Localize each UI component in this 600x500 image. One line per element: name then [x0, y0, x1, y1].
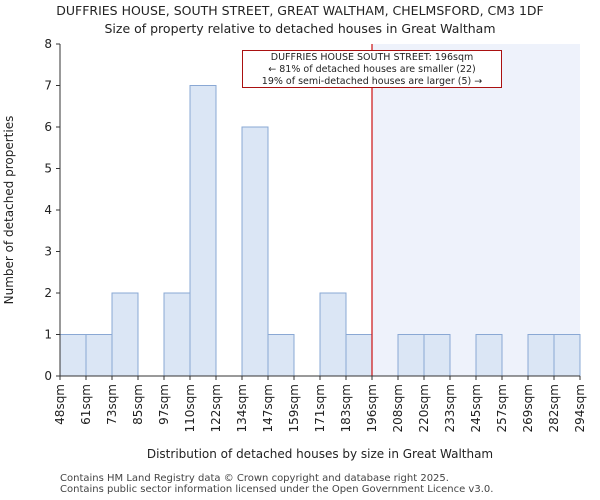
x-tick-label: 61sqm: [79, 384, 93, 425]
x-tick-label: 269sqm: [521, 384, 535, 432]
x-tick-label: 282sqm: [547, 384, 561, 432]
x-tick-label: 294sqm: [573, 384, 587, 432]
bar: [85, 334, 113, 377]
y-tick-label: 7: [44, 79, 52, 93]
y-tick-label: 4: [44, 203, 52, 217]
bar: [189, 85, 217, 377]
x-tick-label: 257sqm: [495, 384, 509, 432]
x-tick-label: 220sqm: [417, 384, 431, 432]
chart-subtitle: Size of property relative to detached ho…: [104, 21, 496, 36]
bar: [553, 334, 581, 377]
bar: [241, 126, 269, 377]
x-tick-label: 73sqm: [105, 384, 119, 425]
bar: [319, 292, 347, 377]
bar: [59, 334, 87, 377]
x-tick-label: 245sqm: [469, 384, 483, 432]
y-tick-label: 5: [44, 162, 52, 176]
x-tick-label: 159sqm: [287, 384, 301, 432]
x-tick-label: 208sqm: [391, 384, 405, 432]
bar: [423, 334, 451, 377]
x-tick-label: 171sqm: [313, 384, 327, 432]
bar: [345, 334, 373, 377]
x-tick-label: 110sqm: [183, 384, 197, 432]
bar: [475, 334, 503, 377]
y-tick-label: 6: [44, 120, 52, 134]
footer-licence: Contains public sector information licen…: [60, 484, 494, 495]
annotation-line-3: 19% of semi-detached houses are larger (…: [261, 76, 483, 87]
x-tick-label: 48sqm: [53, 384, 67, 425]
x-tick-label: 122sqm: [209, 384, 223, 432]
x-tick-label: 147sqm: [261, 384, 275, 432]
annotation-box: DUFFRIES HOUSE SOUTH STREET: 196sqm ← 81…: [242, 50, 502, 88]
y-tick-label: 2: [44, 286, 52, 300]
footer-copyright: Contains HM Land Registry data © Crown c…: [60, 473, 449, 484]
bar: [267, 334, 295, 377]
x-tick-label: 196sqm: [365, 384, 379, 432]
highlight-region: [372, 44, 580, 376]
y-axis-label: Number of detached properties: [2, 116, 16, 305]
chart-title-address: DUFFRIES HOUSE, SOUTH STREET, GREAT WALT…: [56, 3, 544, 18]
annotation-line-1: DUFFRIES HOUSE SOUTH STREET: 196sqm: [270, 52, 474, 63]
x-tick-label: 233sqm: [443, 384, 457, 432]
y-tick-label: 1: [44, 328, 52, 342]
bar: [397, 334, 425, 377]
x-tick-label: 134sqm: [235, 384, 249, 432]
bar: [527, 334, 555, 377]
x-axis-label: Distribution of detached houses by size …: [147, 447, 493, 461]
bar: [111, 292, 139, 377]
annotation-line-2: ← 81% of detached houses are smaller (22…: [268, 64, 476, 75]
x-tick-label: 97sqm: [157, 384, 171, 425]
y-tick-label: 8: [44, 37, 52, 51]
x-tick-label: 183sqm: [339, 384, 353, 432]
y-tick-label: 3: [44, 245, 52, 259]
bar: [163, 292, 191, 377]
y-tick-label: 0: [44, 369, 52, 383]
x-tick-label: 85sqm: [131, 384, 145, 425]
